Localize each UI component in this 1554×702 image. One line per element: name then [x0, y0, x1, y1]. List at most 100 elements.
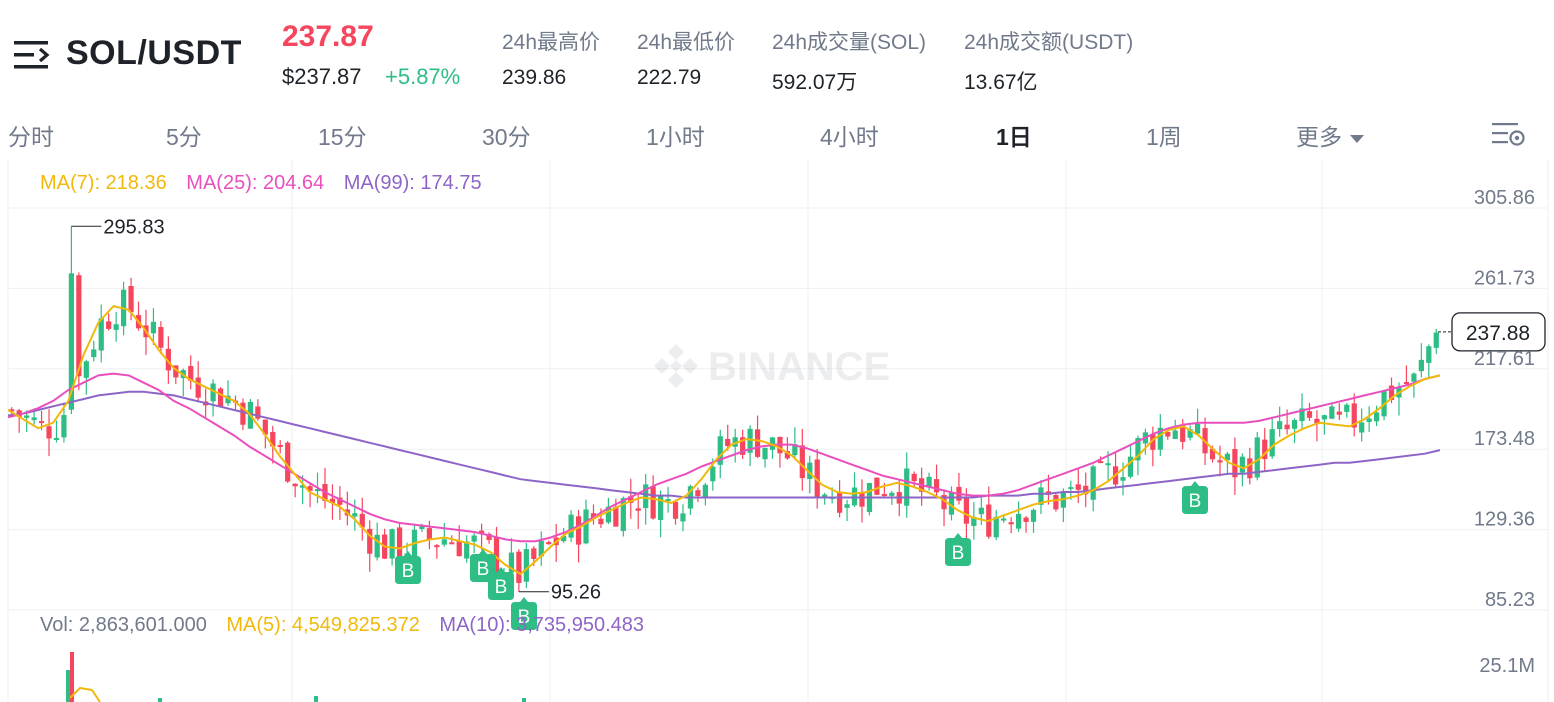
- price-axis-label: 129.36: [1474, 509, 1535, 531]
- candle-body: [255, 406, 261, 419]
- tab-4h[interactable]: 4小时: [820, 124, 879, 150]
- tab-time-sharing[interactable]: 分时: [8, 124, 54, 150]
- candle-body: [441, 539, 447, 545]
- candle-body: [523, 549, 529, 582]
- tab-1w[interactable]: 1周: [1146, 124, 1182, 150]
- candle-body: [1373, 412, 1380, 422]
- buy-marker-badge: [945, 533, 971, 566]
- ma25-label: MA(25): 204.64: [186, 172, 325, 194]
- buy-marker: B: [395, 551, 421, 584]
- price-axis-label: 85.23: [1485, 589, 1535, 611]
- candle-body: [128, 286, 134, 313]
- candle-body: [106, 321, 112, 329]
- tab-5m[interactable]: 5分: [166, 124, 202, 150]
- candle-body: [1291, 420, 1298, 429]
- candle-body: [1247, 458, 1253, 479]
- tab-1h[interactable]: 1小时: [646, 124, 705, 150]
- last-price-usd: $237.87: [282, 64, 362, 89]
- candle-body: [61, 415, 67, 438]
- candle-body: [680, 513, 686, 522]
- candle-body: [240, 402, 246, 425]
- price-axis-label: 261.73: [1474, 267, 1535, 289]
- candle-body: [598, 518, 604, 525]
- candle-body: [1105, 463, 1111, 466]
- price-change-percent: +5.87%: [385, 64, 461, 89]
- candle-body: [210, 383, 216, 402]
- candle-body: [367, 528, 373, 554]
- ma25-line: [7, 372, 1441, 543]
- candle-body: [1232, 448, 1238, 478]
- candle-body: [665, 499, 671, 502]
- candle-body: [747, 428, 753, 453]
- trading-pair[interactable]: SOL/USDT: [66, 34, 242, 72]
- candle-body: [1321, 415, 1328, 420]
- tab-30m[interactable]: 30分: [482, 124, 531, 150]
- binance-watermark: BINANCE: [654, 344, 890, 389]
- tab-15m[interactable]: 15分: [318, 124, 367, 150]
- candle-body: [1306, 411, 1313, 418]
- candle-body: [24, 415, 30, 418]
- candle-body: [941, 495, 947, 510]
- candlestick-chart[interactable]: BINANCE 295.83 95.26 237.88 305.86 261.73 21…: [0, 160, 1554, 702]
- ma7-line: [7, 304, 1441, 576]
- candle-body: [337, 497, 343, 505]
- candle-body: [1344, 404, 1350, 412]
- candle-body: [575, 516, 582, 545]
- candle-body: [993, 516, 999, 538]
- tab-more[interactable]: 更多: [1296, 118, 1364, 152]
- tab-1d[interactable]: 1日: [996, 124, 1032, 150]
- candle-body: [561, 535, 567, 542]
- candle-body: [456, 540, 462, 557]
- candle-body: [963, 498, 970, 524]
- candle-body: [1001, 518, 1007, 521]
- current-price-tag: 237.88: [1466, 322, 1530, 345]
- candle-body: [486, 533, 492, 540]
- candle-body: [874, 477, 880, 495]
- candle-body: [1209, 448, 1216, 460]
- candle-body: [725, 438, 731, 447]
- buy-marker-badge: [1182, 481, 1208, 514]
- candle-body: [1336, 411, 1342, 415]
- candle-body: [1053, 495, 1059, 510]
- candle-body: [1254, 437, 1260, 478]
- volume-bars: [66, 652, 526, 702]
- candle-body: [217, 388, 224, 407]
- candle-body: [1329, 406, 1335, 419]
- lowest-price-label: 95.26: [551, 582, 601, 604]
- candle-body: [38, 421, 45, 424]
- candle-body: [173, 365, 179, 378]
- chart-settings-icon[interactable]: [1490, 118, 1526, 150]
- candle-body: [1187, 429, 1193, 438]
- candle-body: [538, 540, 544, 557]
- candle-body: [508, 552, 515, 573]
- candle-body: [150, 321, 157, 334]
- candle-body: [672, 501, 679, 519]
- candle-body: [91, 349, 97, 358]
- buy-marker-badge: [395, 551, 421, 584]
- candle-body: [516, 551, 522, 583]
- candle-body: [620, 498, 626, 531]
- volume-bar: [314, 696, 318, 702]
- candle-body: [740, 437, 746, 455]
- candle-body: [113, 324, 119, 330]
- volume-legend: Vol: 2,863,601.000 MA(5): 4,549,825.372 …: [40, 614, 658, 637]
- volume-axis-label: 25.1M: [1479, 655, 1535, 677]
- candle-body: [307, 486, 313, 491]
- price-axis: 305.86 261.73 217.61 173.48 129.36 85.23 25.1M: [1474, 187, 1535, 677]
- menu-icon[interactable]: [12, 38, 52, 72]
- candle-body: [1411, 373, 1417, 382]
- candle-body: [1075, 484, 1081, 490]
- candle-body: [881, 494, 887, 497]
- highest-price-label: 295.83: [103, 216, 164, 238]
- buy-marker: B: [511, 597, 537, 630]
- price-axis-label: 217.61: [1474, 348, 1535, 370]
- chart-grid: [7, 160, 1549, 702]
- buy-marker-badge: [511, 597, 537, 630]
- candle-body: [814, 459, 820, 498]
- volume-ma10-label: MA(10): 3,735,950.483: [439, 614, 645, 636]
- market-header: SOL/USDT 237.87 $237.87 +5.87% 24h最高价 23…: [0, 0, 1554, 100]
- candle-body: [1180, 425, 1186, 442]
- candle-body: [314, 489, 321, 492]
- candle-body: [9, 409, 15, 412]
